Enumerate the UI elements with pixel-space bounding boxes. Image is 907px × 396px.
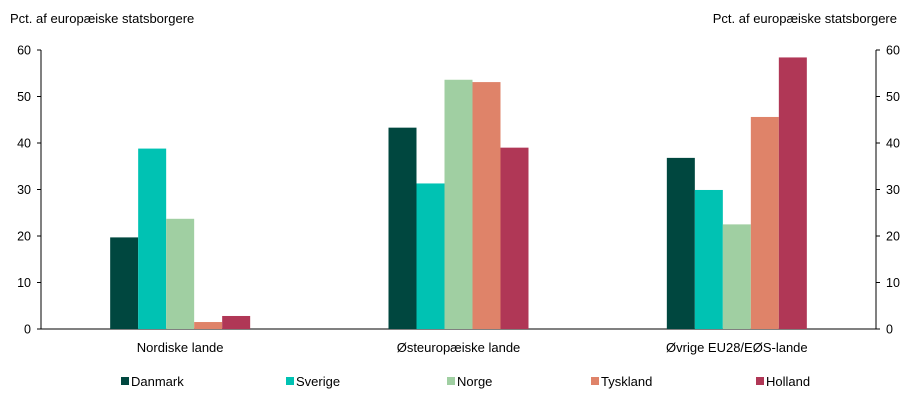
right-tick-label: 30	[886, 183, 900, 197]
legend-label: Tyskland	[601, 374, 652, 389]
axis-ticks: 0 0 10 10 20 20 30 30 40 40 50 50 60 60	[17, 44, 900, 337]
right-tick-label: 40	[886, 137, 900, 151]
bar-sverige-1	[138, 148, 167, 329]
category-label: Øvrige EU28/EØS-lande	[666, 340, 808, 355]
left-tick-label: 60	[17, 44, 31, 58]
left-tick-label: 30	[17, 183, 31, 197]
category-label: Nordiske lande	[137, 340, 224, 355]
legend-swatch	[591, 377, 599, 385]
legend-label: Sverige	[296, 374, 340, 389]
right-tick-label: 50	[886, 90, 900, 104]
legend-label: Holland	[766, 374, 810, 389]
bar-sverige-2	[416, 183, 445, 329]
legend-label: Danmark	[131, 374, 184, 389]
bar-danmark-2	[388, 127, 417, 329]
bar-holland-2	[500, 147, 529, 329]
bar-danmark-3	[666, 157, 695, 329]
bar-holland-1	[222, 315, 251, 329]
bars	[110, 57, 807, 330]
legend-swatch	[756, 377, 764, 385]
legend-swatch	[286, 377, 294, 385]
right-axis-label: Pct. af europæiske statsborgere	[713, 11, 897, 26]
category-label: Østeuropæiske lande	[397, 340, 521, 355]
legend: Danmark Sverige Norge Tyskland Holland	[121, 374, 810, 389]
bar-norge-2	[444, 79, 473, 329]
legend-swatch	[121, 377, 129, 385]
legend-label: Norge	[457, 374, 492, 389]
bar-sverige-3	[694, 189, 723, 329]
right-tick-label: 60	[886, 44, 900, 58]
left-tick-label: 20	[17, 230, 31, 244]
left-tick-label: 50	[17, 90, 31, 104]
category-labels: Nordiske lande Østeuropæiske lande Øvrige …	[137, 340, 808, 355]
left-tick-label: 0	[24, 323, 31, 337]
bar-tyskland-1	[194, 322, 223, 329]
bar-danmark-1	[110, 237, 139, 329]
bar-holland-3	[778, 57, 807, 329]
left-axis-label: Pct. af europæiske statsborgere	[10, 11, 194, 26]
bar-tyskland-2	[472, 82, 501, 330]
right-tick-label: 10	[886, 276, 900, 290]
legend-swatch	[447, 377, 455, 385]
right-tick-label: 20	[886, 230, 900, 244]
bar-norge-3	[722, 224, 751, 329]
left-tick-label: 10	[17, 276, 31, 290]
bar-norge-1	[166, 218, 195, 329]
bar-tyskland-3	[750, 116, 779, 330]
right-tick-label: 0	[886, 323, 893, 337]
left-tick-label: 40	[17, 137, 31, 151]
